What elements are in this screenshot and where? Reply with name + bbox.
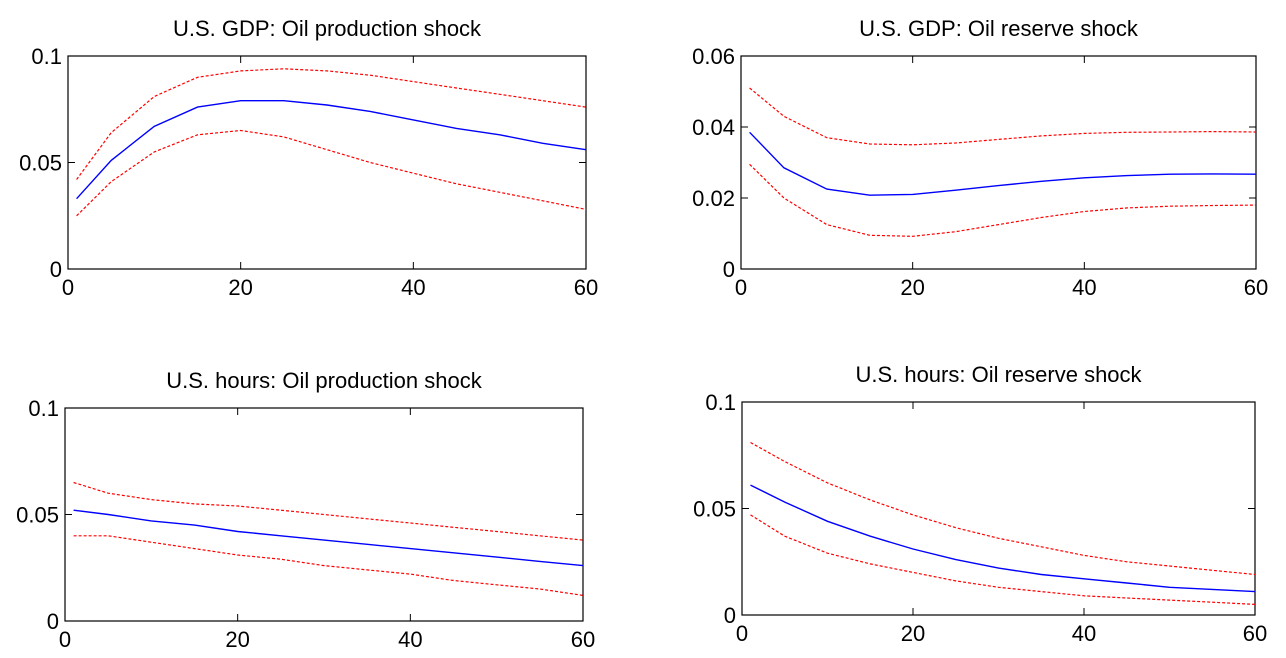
y-tick-label: 0.04 bbox=[692, 115, 735, 140]
y-tick-label: 0 bbox=[724, 603, 736, 628]
x-tick-label: 40 bbox=[1072, 275, 1096, 300]
x-tick-label: 20 bbox=[900, 275, 924, 300]
axes-box bbox=[740, 55, 1257, 270]
x-tick-label: 40 bbox=[398, 627, 422, 652]
y-tick-label: 0 bbox=[47, 609, 59, 634]
y-tick-label: 0.05 bbox=[16, 503, 59, 528]
series-line-estimate bbox=[749, 131, 1257, 196]
series-line-upper bbox=[750, 441, 1256, 576]
panel-title: U.S. hours: Oil production shock bbox=[166, 368, 482, 393]
panel-hours-oil-reserve-shock: U.S. hours: Oil reserve shock 0 20 40 60 0 0.… bbox=[693, 362, 1267, 646]
series-line-estimate bbox=[750, 484, 1256, 593]
x-tick-label: 60 bbox=[1244, 275, 1268, 300]
y-tick-label: 0 bbox=[723, 257, 735, 282]
y-tick-label: 0.1 bbox=[28, 396, 59, 421]
panel-title: U.S. GDP: Oil reserve shock bbox=[859, 16, 1139, 41]
series-line-lower bbox=[750, 514, 1256, 605]
panel-title: U.S. GDP: Oil production shock bbox=[173, 16, 482, 41]
series-line-estimate bbox=[76, 100, 587, 200]
x-tick-label: 0 bbox=[735, 275, 747, 300]
panel-hours-oil-production-shock: U.S. hours: Oil production shock 0 20 40 60… bbox=[16, 368, 595, 652]
x-tick-label: 20 bbox=[228, 275, 252, 300]
series-line-lower bbox=[749, 163, 1257, 237]
x-tick-label: 0 bbox=[736, 621, 748, 646]
x-tick-label: 0 bbox=[59, 627, 71, 652]
x-tick-label: 20 bbox=[225, 627, 249, 652]
series-line-estimate bbox=[73, 509, 584, 567]
y-tick-label: 0.06 bbox=[692, 44, 735, 69]
x-tick-label: 20 bbox=[901, 621, 925, 646]
panel-gdp-oil-production-shock: U.S. GDP: Oil production shock 0 20 40 60 0 0… bbox=[19, 16, 598, 300]
y-tick-label: 0.05 bbox=[693, 497, 736, 522]
y-tick-label: 0.1 bbox=[31, 44, 62, 69]
axes-box bbox=[741, 401, 1256, 616]
x-tick-label: 0 bbox=[62, 275, 74, 300]
series-line-upper bbox=[749, 87, 1257, 146]
x-tick-label: 40 bbox=[401, 275, 425, 300]
x-tick-label: 60 bbox=[571, 627, 595, 652]
panel-gdp-oil-reserve-shock: U.S. GDP: Oil reserve shock 0 20 40 60 0 0.02… bbox=[692, 16, 1268, 300]
x-tick-label: 60 bbox=[574, 275, 598, 300]
x-tick-label: 60 bbox=[1243, 621, 1267, 646]
y-tick-label: 0 bbox=[50, 257, 62, 282]
axes-box bbox=[64, 407, 584, 622]
y-tick-label: 0.05 bbox=[19, 151, 62, 176]
series-line-upper bbox=[76, 68, 587, 180]
axes-box bbox=[67, 55, 587, 270]
y-tick-label: 0.1 bbox=[705, 390, 736, 415]
series-line-upper bbox=[73, 481, 584, 541]
y-tick-label: 0.02 bbox=[692, 186, 735, 211]
panel-title: U.S. hours: Oil reserve shock bbox=[855, 362, 1142, 387]
x-tick-label: 40 bbox=[1072, 621, 1096, 646]
series-line-lower bbox=[73, 535, 584, 596]
series-line-lower bbox=[76, 129, 587, 217]
